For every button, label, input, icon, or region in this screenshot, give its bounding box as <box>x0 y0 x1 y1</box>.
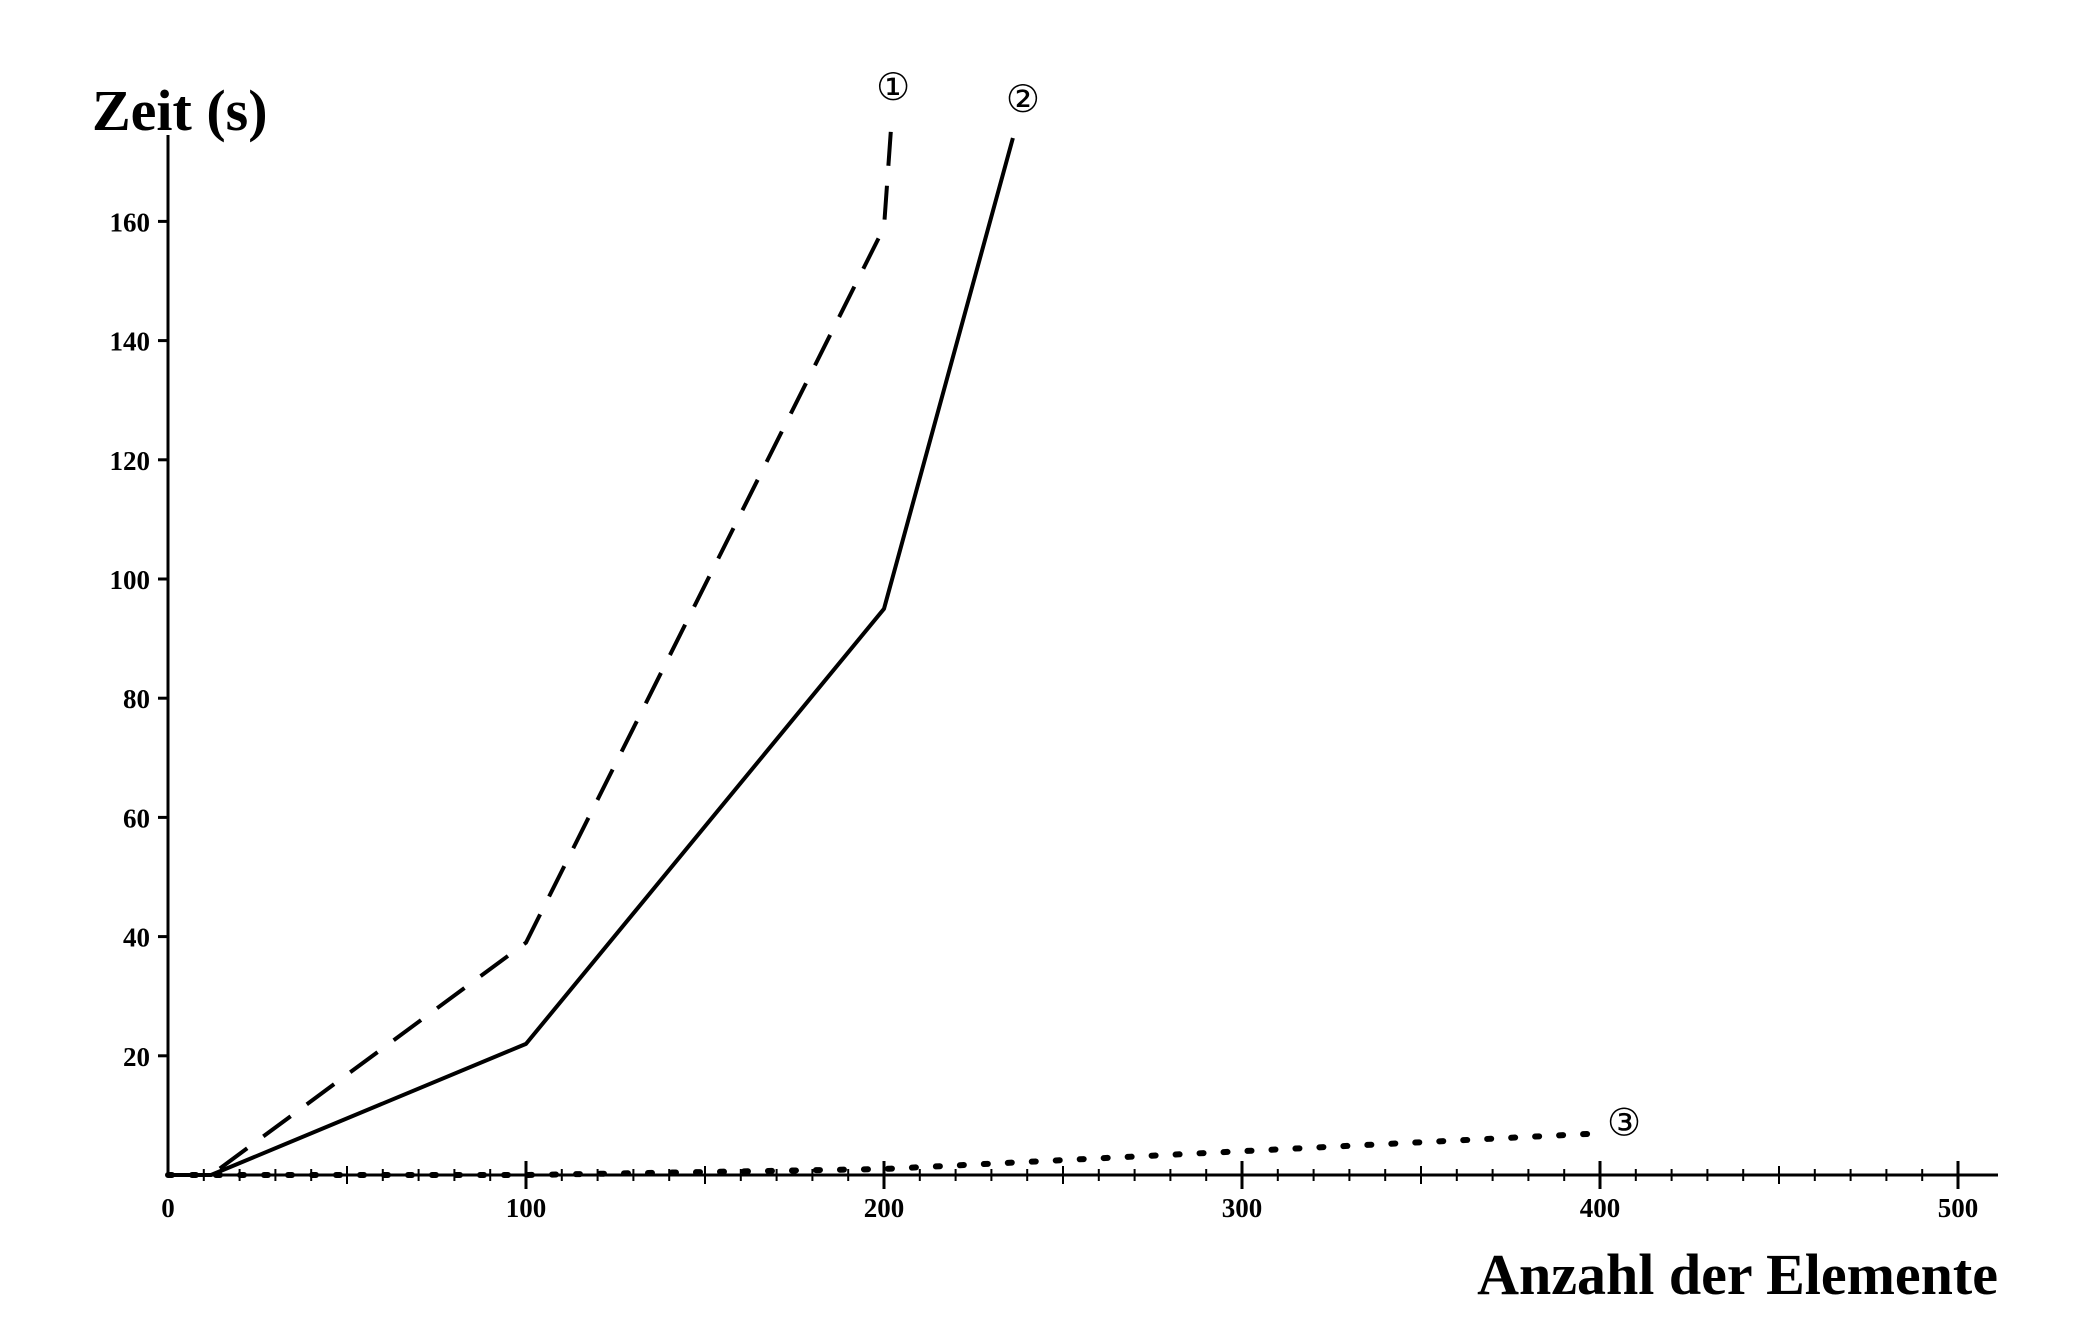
x-tick-label: 200 <box>864 1193 905 1223</box>
x-tick-label: 100 <box>506 1193 547 1223</box>
labels: 0 100 200 300 400 500 20 40 60 80 100 120 140 160 Zeit… <box>92 67 1998 1307</box>
x-tick-label: 300 <box>1222 1193 1263 1223</box>
series-line-2 <box>168 137 1015 1177</box>
y-tick-label: 160 <box>110 207 151 237</box>
x-tick-label: 0 <box>161 1193 175 1223</box>
series-marker-2: ② <box>1006 79 1040 121</box>
y-tick-label: 100 <box>110 565 151 595</box>
y-tick-label: 20 <box>123 1042 150 1072</box>
y-axis-title: Zeit (s) <box>92 78 268 143</box>
series-line-1 <box>168 125 894 1177</box>
series-marker-3: ③ <box>1607 1102 1641 1144</box>
x-tick-label: 400 <box>1580 1193 1621 1223</box>
y-tick-label: 80 <box>123 684 150 714</box>
x-axis-title: Anzahl der Elemente <box>1477 1242 1998 1307</box>
axes <box>158 135 1998 1189</box>
y-tick-label: 60 <box>123 803 150 833</box>
y-tick-label: 40 <box>123 923 150 953</box>
series-line-3 <box>165 1130 1603 1178</box>
series-marker-1: ① <box>876 67 910 109</box>
series-lines <box>165 125 1603 1178</box>
x-tick-label: 500 <box>1938 1193 1979 1223</box>
y-tick-label: 120 <box>110 446 151 476</box>
y-tick-label: 140 <box>110 327 151 357</box>
